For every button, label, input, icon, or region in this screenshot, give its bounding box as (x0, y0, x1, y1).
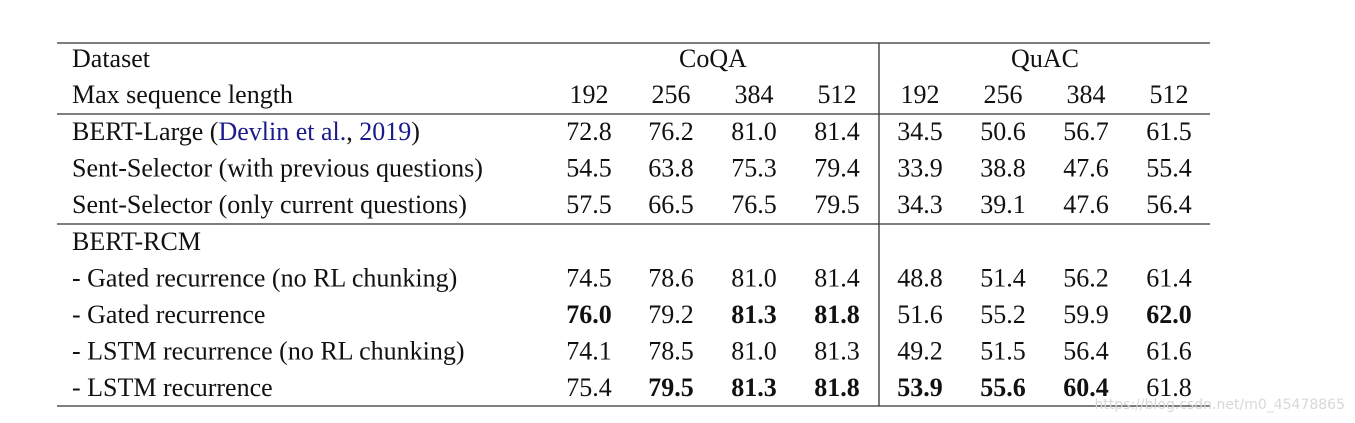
cell-value: 49.2 (897, 337, 943, 366)
length-header: 192 (570, 80, 609, 109)
cell-value: 81.0 (731, 117, 777, 146)
cell-value: 55.6 (980, 373, 1026, 402)
cell-value: 81.0 (731, 263, 777, 292)
cell-value: 47.6 (1063, 190, 1109, 219)
cell-value: 51.6 (897, 300, 943, 329)
cell-value: 34.5 (897, 117, 943, 146)
header-dataset: Dataset (72, 44, 151, 73)
cell-value: 75.3 (731, 154, 777, 183)
cell-value: 81.3 (731, 373, 777, 402)
cell-value: 39.1 (980, 190, 1026, 219)
length-header: 384 (735, 80, 774, 109)
cell-value: 63.8 (648, 154, 694, 183)
cell-value: 79.4 (814, 154, 860, 183)
cell-value: 76.5 (731, 190, 777, 219)
group-header: QuAC (1011, 44, 1079, 73)
row-label: - LSTM recurrence (72, 373, 273, 402)
citation: Devlin et al. (218, 117, 346, 146)
cell-value: 51.5 (980, 337, 1026, 366)
cell-value: 56.7 (1063, 117, 1109, 146)
cell-value: 81.3 (731, 300, 777, 329)
row-label: Sent-Selector (only current questions) (72, 190, 467, 219)
cell-value: 72.8 (566, 117, 612, 146)
cell-value: 75.4 (566, 373, 612, 402)
row-label: - Gated recurrence (72, 300, 265, 329)
cell-value: 81.8 (814, 373, 860, 402)
label-text: - Gated recurrence (72, 300, 265, 329)
group-header: CoQA (679, 44, 747, 73)
label-text: , (346, 117, 359, 146)
cell-value: 55.4 (1146, 154, 1192, 183)
cell-value: 79.2 (648, 300, 694, 329)
cell-value: 48.8 (897, 263, 943, 292)
cell-value: 50.6 (980, 117, 1026, 146)
cell-value: 61.8 (1146, 373, 1192, 402)
row-label: - LSTM recurrence (no RL chunking) (72, 337, 465, 366)
label-text: - Gated recurrence (no RL chunking) (72, 263, 457, 292)
cell-value: 62.0 (1146, 300, 1192, 329)
cell-value: 74.5 (566, 263, 612, 292)
cell-value: 78.5 (648, 337, 694, 366)
section-title: BERT-RCM (72, 227, 201, 256)
label-text: - LSTM recurrence (no RL chunking) (72, 337, 465, 366)
cell-value: 53.9 (897, 373, 943, 402)
label-text: - LSTM recurrence (72, 373, 273, 402)
cell-value: 51.4 (980, 263, 1026, 292)
row-label: - Gated recurrence (no RL chunking) (72, 263, 457, 292)
cell-value: 55.2 (980, 300, 1026, 329)
row-label: BERT-Large (Devlin et al., 2019) (72, 117, 420, 146)
row-label: Sent-Selector (with previous questions) (72, 154, 483, 183)
cell-value: 57.5 (566, 190, 612, 219)
cell-value: 54.5 (566, 154, 612, 183)
cell-value: 47.6 (1063, 154, 1109, 183)
cell-value: 66.5 (648, 190, 694, 219)
cell-value: 76.0 (566, 300, 612, 329)
length-header: 512 (1150, 80, 1189, 109)
cell-value: 61.6 (1146, 337, 1192, 366)
length-header: 384 (1067, 80, 1106, 109)
cell-value: 78.6 (648, 263, 694, 292)
cell-value: 81.4 (814, 117, 860, 146)
cell-value: 61.5 (1146, 117, 1192, 146)
length-header: 512 (818, 80, 857, 109)
citation: 2019 (359, 117, 411, 146)
cell-value: 81.8 (814, 300, 860, 329)
label-text: Sent-Selector (with previous questions) (72, 154, 483, 183)
cell-value: 79.5 (814, 190, 860, 219)
cell-value: 56.2 (1063, 263, 1109, 292)
label-text: BERT-Large ( (72, 117, 218, 146)
cell-value: 33.9 (897, 154, 943, 183)
cell-value: 56.4 (1063, 337, 1109, 366)
length-header: 192 (901, 80, 940, 109)
cell-value: 81.0 (731, 337, 777, 366)
cell-value: 81.3 (814, 337, 860, 366)
cell-value: 61.4 (1146, 263, 1192, 292)
cell-value: 76.2 (648, 117, 694, 146)
cell-value: 56.4 (1146, 190, 1192, 219)
cell-value: 34.3 (897, 190, 943, 219)
cell-value: 79.5 (648, 373, 694, 402)
cell-value: 60.4 (1063, 373, 1109, 402)
length-header: 256 (984, 80, 1023, 109)
cell-value: 74.1 (566, 337, 612, 366)
cell-value: 81.4 (814, 263, 860, 292)
label-text: ) (411, 117, 420, 146)
cell-value: 59.9 (1063, 300, 1109, 329)
label-text: Sent-Selector (only current questions) (72, 190, 467, 219)
header-length-label: Max sequence length (72, 80, 293, 109)
watermark: https://blog.csdn.net/m0_45478865 (1094, 397, 1345, 413)
length-header: 256 (652, 80, 691, 109)
cell-value: 38.8 (980, 154, 1026, 183)
